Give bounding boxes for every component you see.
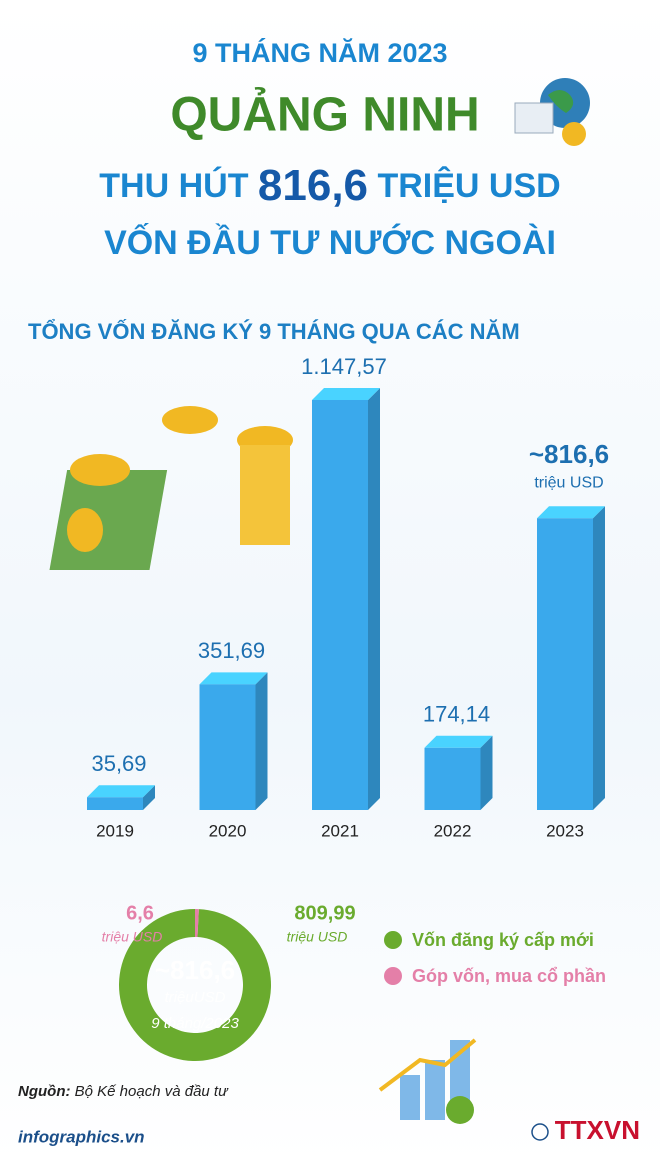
header-number: 816,6 [258,161,368,210]
logo: TTXVN [555,1115,640,1145]
value-label: 6,6 [126,902,154,924]
x-tick-label: 2021 [321,821,359,840]
source-text: Bộ Kế hoạch và đầu tư [75,1083,229,1100]
globe-icon [514,78,590,146]
value-label: 174,14 [423,702,490,727]
growth-illustration [378,1038,477,1124]
chart-title: TỔNG VỐN ĐĂNG KÝ 9 THÁNG QUA CÁC NĂM [28,318,520,344]
center-label: ~816,6 [155,955,235,985]
bar-top [87,785,155,798]
copyright-icon [531,1123,549,1141]
donut-segment [118,909,271,1061]
header-text: TRIỆU USD [377,167,560,205]
bar [537,518,593,810]
bar [87,797,143,810]
bar-top [424,735,493,748]
legend-marker [384,931,402,949]
legend-label: Góp vốn, mua cổ phần [412,966,606,986]
value-label: 351,69 [198,638,265,663]
x-tick-label: 2020 [209,821,247,840]
x-tick-label: 2023 [546,821,584,840]
value-label: 35,69 [91,751,146,776]
value-label: 1.147,57 [301,354,387,379]
value-label: ~816,6 [529,439,609,469]
bar-side [480,735,493,810]
header-line3: THU HÚT 816,6 TRIỆU USD [99,161,560,210]
unit-label: triệu USD [287,929,348,945]
bar-side [255,672,268,810]
donut-segment [195,909,199,938]
source-label: Nguồn: [18,1083,70,1100]
bar-top [537,506,605,519]
header-line4: VỐN ĐẦU TƯ NƯỚC NGOÀI [104,223,556,262]
header-line1: 9 THÁNG NĂM 2023 [192,37,447,68]
bar [199,684,256,810]
legend-marker [384,967,402,985]
source: Nguồn: Bộ Kế hoạch và đầu tư [18,1083,229,1100]
unit-label: triệu USD [534,474,603,491]
bar-top [199,672,268,685]
bar [312,400,368,810]
legend-label: Vốn đăng ký cấp mới [412,930,594,950]
header-text: THU HÚT [99,167,248,205]
site: infographics.vn [18,1127,145,1146]
bar-side [368,388,380,810]
value-label: 809,99 [294,902,355,924]
x-tick-label: 2022 [434,821,472,840]
center-label: triệuUSD [165,989,226,1006]
bar [424,747,481,810]
bar-top [312,388,380,400]
unit-label: triệu USD [102,929,163,945]
bar-side [593,506,605,810]
coins-illustration [49,406,293,570]
x-tick-label: 2019 [96,821,134,840]
header-line2: QUẢNG NINH [170,87,479,142]
center-label: 9 tháng/2023 [151,1015,239,1032]
bar-side [143,785,155,810]
